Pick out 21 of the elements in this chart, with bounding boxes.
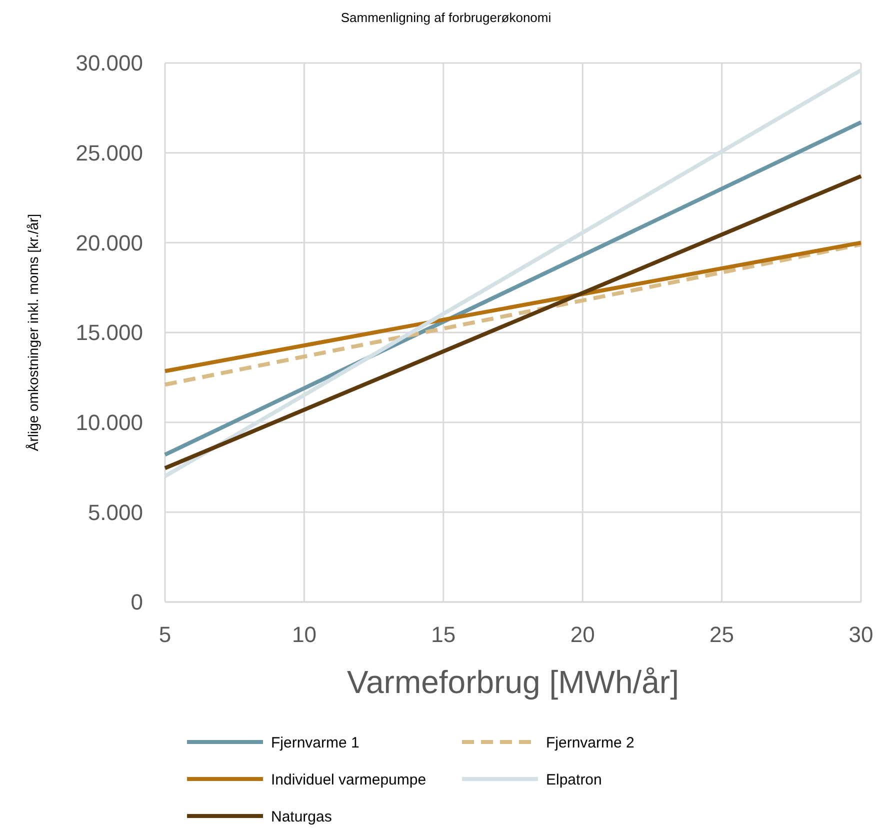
- y-tick-label: 30.000: [76, 50, 143, 76]
- legend-label: Naturgas: [271, 808, 332, 826]
- y-tick-label: 20.000: [76, 230, 143, 256]
- x-tick-label: 10: [292, 622, 316, 647]
- legend-label: Elpatron: [546, 771, 602, 788]
- x-tick-label: 25: [710, 622, 734, 647]
- chart-title: Sammenligning af forbrugerøkonomi: [340, 10, 552, 25]
- x-tick-label: 5: [158, 622, 172, 647]
- legend-label: Fjernvarme 2: [546, 734, 634, 752]
- x-tick-label: 30: [848, 622, 874, 647]
- y-tick-label: 10.000: [76, 410, 143, 436]
- legend-label: Fjernvarme 1: [271, 734, 360, 752]
- legend-label: Individuel varmepumpe: [271, 771, 426, 788]
- y-tick-label: 0: [130, 590, 143, 615]
- x-tick-label: 15: [431, 622, 456, 647]
- y-tick-label: 15.000: [76, 320, 143, 346]
- x-tick-label: 20: [570, 622, 595, 647]
- y-axis-title: Årlige omkostninger inkl. moms [kr./år]: [25, 214, 41, 452]
- x-axis-title: Varmeforbrug [MWh/år]: [347, 664, 679, 700]
- y-tick-label: 25.000: [76, 140, 143, 166]
- y-tick-label: 5.000: [88, 500, 143, 525]
